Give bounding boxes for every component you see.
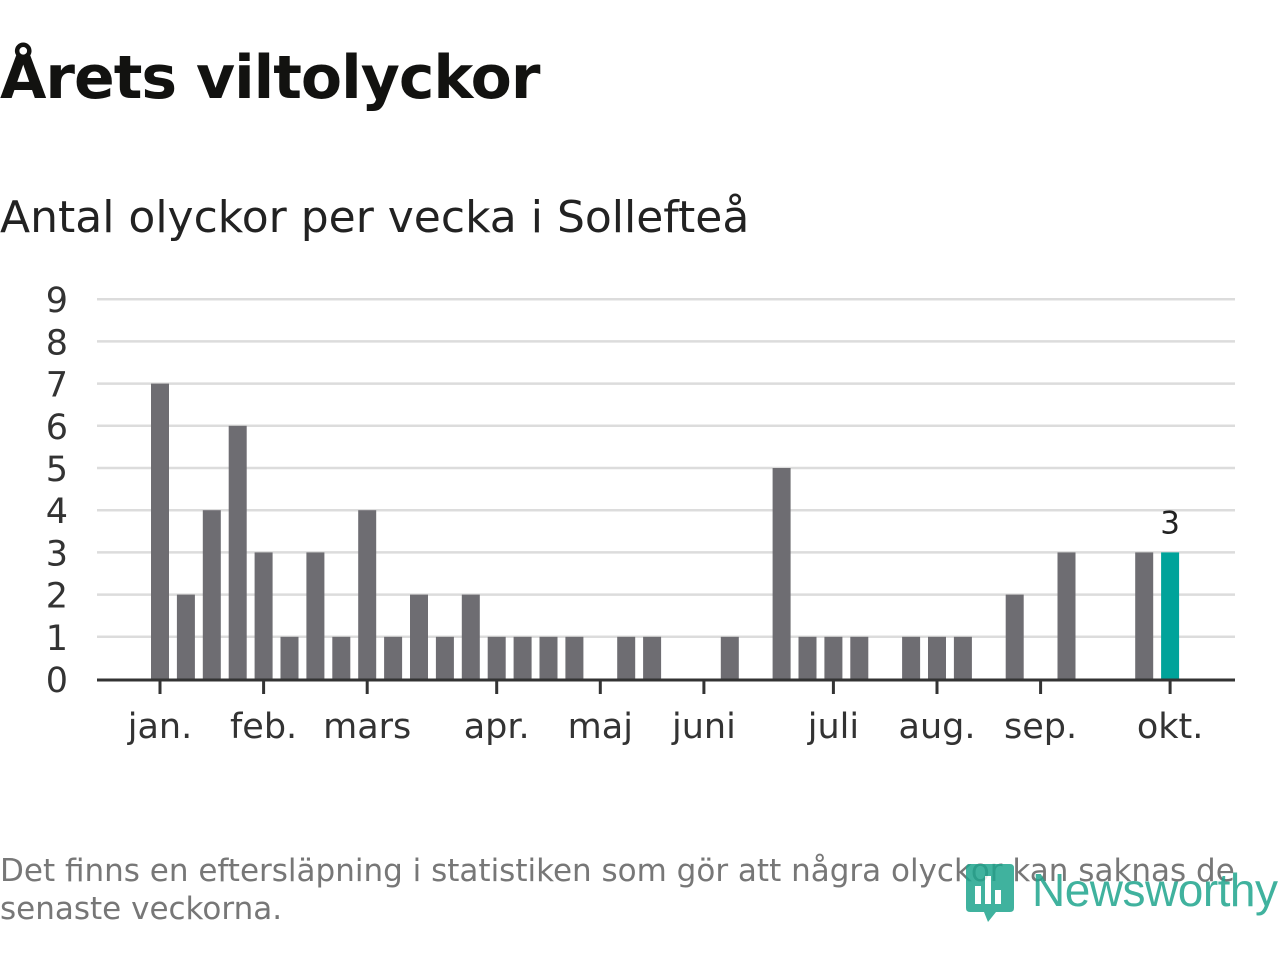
bar [513,636,532,679]
bar [772,468,791,679]
y-tick-label: 5 [46,450,68,490]
x-tick-label: jan. [127,707,192,747]
bar [202,510,221,679]
bar [280,636,299,679]
bar [1057,552,1076,679]
y-tick-label: 3 [46,534,68,574]
bars [151,383,1180,679]
newsworthy-logo-icon [966,864,1014,922]
bar [435,636,454,679]
y-tick-label: 0 [46,661,68,701]
bar-annotation: 3 [1160,505,1180,541]
bar [384,636,403,679]
bar [798,636,817,679]
bar [902,636,921,679]
bar [332,636,351,679]
x-axis-ticks: jan. feb. mars apr. maj juni juli aug. sep. okt. [127,680,1204,747]
bar [228,425,247,679]
gridlines [97,297,1235,639]
bar [254,552,273,679]
x-tick-label: aug. [899,707,976,747]
bar [1005,594,1024,679]
chart-subtitle: Antal olyckor per vecka i Sollefteå [0,192,750,243]
bar [176,594,195,679]
y-tick-label: 6 [46,408,68,448]
bar [1135,552,1154,679]
bar-highlight [1161,552,1180,679]
y-tick-label: 4 [46,492,68,532]
y-tick-label: 7 [46,366,68,406]
bar [720,636,739,679]
bar [410,594,428,679]
logo-text: Newsworthy [1032,864,1278,916]
bar [151,383,169,679]
x-tick-label: apr. [464,707,530,747]
y-tick-label: 2 [46,577,68,617]
newsworthy-logo: Newsworthy [962,860,1280,930]
x-tick-label: okt. [1137,707,1204,747]
bar [643,636,662,679]
x-tick-label: juli [807,707,859,747]
bar [358,510,377,679]
y-tick-label: 9 [46,281,68,321]
x-tick-label: juni [671,707,736,747]
annotations: 3 [1160,505,1180,541]
x-tick-label: maj [568,707,633,747]
chart-title: Årets viltolyckor [0,43,540,113]
bar [928,636,946,679]
bar [487,636,506,679]
x-tick-label: feb. [230,707,297,747]
y-tick-label: 8 [46,323,68,363]
bar [306,552,325,679]
footnote-line-2: senaste veckorna. [0,891,283,927]
bar [539,636,558,679]
bar [565,636,584,679]
footnote: Det finns en eftersläpning i statistiken… [0,852,1275,928]
x-tick-label: sep. [1004,707,1077,747]
x-tick-label: mars [323,707,411,747]
bar [850,636,869,679]
bar [461,594,480,679]
bar [824,636,843,679]
footnote-line-1: Det finns en eftersläpning i statistiken… [0,853,1235,889]
bar [617,636,636,679]
y-tick-label: 1 [46,619,68,659]
bar [953,636,972,679]
